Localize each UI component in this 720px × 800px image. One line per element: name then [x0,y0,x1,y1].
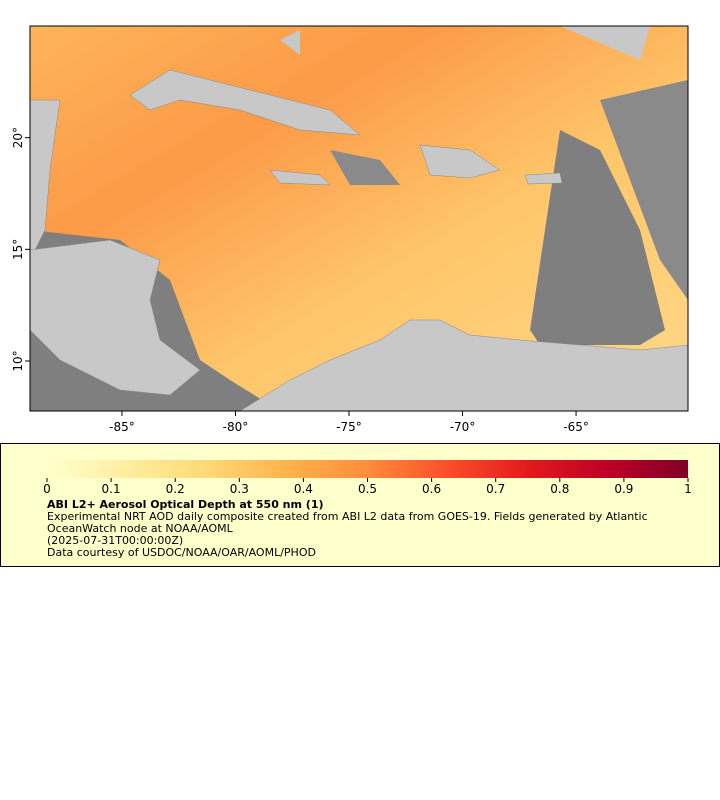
map [30,26,688,411]
cloud [330,80,688,300]
land [239,319,688,411]
colorbar-tick-label: 0.7 [486,482,505,496]
colorbar-tick-label: 0 [43,482,51,496]
x-tick-label: -65° [563,420,589,434]
colorbar-tick-label: 0.6 [422,482,441,496]
land [30,239,201,396]
y-tick-label: 15° [11,239,25,260]
colorbar-tick-label: 0.5 [358,482,377,496]
colorbar-tick-label: 0.1 [102,482,121,496]
legend-title: ABI L2+ Aerosol Optical Depth at 550 nm … [47,498,324,511]
x-tick-label: -75° [336,420,362,434]
colorbar [47,460,688,478]
cloud [530,130,665,345]
legend-description: Experimental NRT AOD daily composite cre… [47,510,648,535]
x-tick-label: -85° [109,420,135,434]
colorbar-tick-label: 0.8 [550,482,569,496]
colorbar-tick-label: 1 [684,482,692,496]
legend-time: (2025-07-31T00:00:00Z) [47,534,184,547]
colorbar-tick-label: 0.4 [294,482,313,496]
x-tick-label: -70° [450,420,476,434]
x-tick-label: -80° [223,420,249,434]
land [30,99,61,261]
legend-credit: Data courtesy of USDOC/NOAA/OAR/AOML/PHO… [47,546,316,559]
colorbar-tick-label: 0.9 [614,482,633,496]
colorbar-tick-label: 0.2 [166,482,185,496]
y-tick-label: 20° [11,127,25,148]
legend: ABI L2+ Aerosol Optical Depth at 550 nm … [47,499,687,559]
land [419,144,501,179]
y-tick-label: 10° [11,350,25,371]
colorbar-tick-label: 0.3 [230,482,249,496]
land [129,69,361,136]
land [269,169,563,186]
map-frame [29,25,689,412]
land [280,26,650,60]
